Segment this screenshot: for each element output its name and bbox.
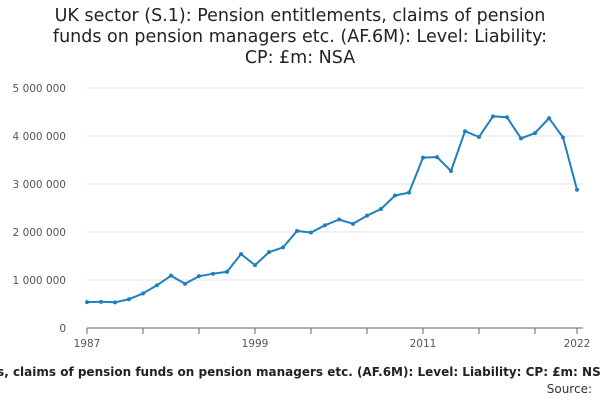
y-tick-label: 5 000 000 (13, 83, 66, 95)
series-group (85, 114, 579, 305)
data-point[interactable] (281, 245, 285, 250)
y-tick-label: 2 000 000 (13, 227, 66, 239)
data-point[interactable] (351, 221, 355, 226)
source-label: Source: (546, 382, 592, 396)
chart-title-line-2: funds on pension managers etc. (AF.6M): … (52, 27, 548, 47)
x-tick-label: 1987 (74, 338, 101, 350)
data-point[interactable] (449, 169, 453, 174)
data-point[interactable] (253, 263, 257, 268)
data-point[interactable] (267, 250, 271, 255)
y-tick-label: 1 000 000 (13, 275, 66, 287)
data-point[interactable] (505, 115, 509, 120)
y-tick-label: 0 (59, 323, 66, 335)
chart-title-line-3: CP: £m: NSA (244, 48, 356, 68)
data-point[interactable] (169, 273, 173, 278)
x-tick-label: 1999 (242, 338, 269, 350)
data-point[interactable] (127, 297, 131, 302)
data-point[interactable] (197, 274, 201, 279)
data-point[interactable] (561, 135, 565, 140)
y-axis-ticks: 0 1 000 000 2 000 000 3 000 000 4 000 000 5 0… (13, 83, 66, 335)
data-point[interactable] (575, 187, 579, 192)
chart-title: UK sector (S.1): Pension entitlements, c… (0, 6, 600, 69)
data-point[interactable] (533, 131, 537, 136)
data-point[interactable] (141, 291, 145, 296)
data-point[interactable] (295, 229, 299, 234)
data-point[interactable] (379, 206, 383, 211)
data-point[interactable] (491, 114, 495, 119)
data-point[interactable] (337, 217, 341, 222)
data-point[interactable] (519, 136, 523, 141)
x-tick-label: 2011 (410, 338, 437, 350)
data-point[interactable] (155, 283, 159, 288)
data-point[interactable] (435, 155, 439, 160)
x-axis: 1987 1999 2011 2022 (74, 327, 591, 350)
data-point[interactable] (183, 281, 187, 286)
y-tick-label: 3 000 000 (13, 179, 66, 191)
data-point[interactable] (463, 129, 467, 134)
data-point[interactable] (323, 223, 327, 228)
x-tick-label: 2022 (564, 338, 591, 350)
data-point[interactable] (477, 134, 481, 139)
data-point[interactable] (309, 230, 313, 235)
chart-title-line-1: UK sector (S.1): Pension entitlements, c… (54, 6, 546, 26)
data-point[interactable] (547, 116, 551, 121)
data-point[interactable] (239, 252, 243, 257)
data-point[interactable] (407, 190, 411, 195)
chart-caption-text: UK sector (S.1): Pension entitlements, c… (0, 365, 600, 379)
series-line (86, 115, 578, 304)
data-point[interactable] (421, 155, 425, 160)
data-point[interactable] (365, 213, 369, 218)
data-point[interactable] (393, 193, 397, 198)
y-tick-label: 4 000 000 (13, 131, 66, 143)
data-point[interactable] (99, 299, 103, 304)
chart-caption: UK sector (S.1): Pension entitlements, c… (0, 365, 600, 381)
data-point[interactable] (225, 269, 229, 274)
data-point[interactable] (85, 300, 89, 305)
data-point[interactable] (211, 271, 215, 276)
data-point[interactable] (113, 300, 117, 305)
grid-lines (87, 87, 583, 281)
